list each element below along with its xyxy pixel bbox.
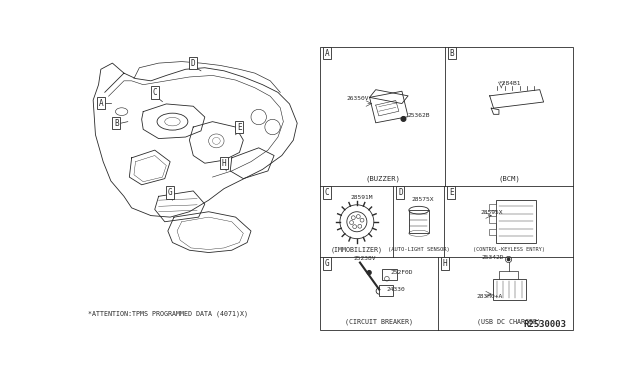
Text: B: B (450, 49, 454, 58)
Text: D: D (398, 188, 403, 197)
Text: (CONTROL-KEYLESS ENTRY): (CONTROL-KEYLESS ENTRY) (472, 247, 545, 252)
Bar (380, 285, 393, 296)
Bar (488, 217, 496, 222)
Text: C: C (325, 188, 330, 197)
Text: (CIRCUIT BREAKER): (CIRCUIT BREAKER) (345, 318, 413, 325)
Text: G: G (168, 188, 172, 197)
Text: (AUTO-LIGHT SENSOR): (AUTO-LIGHT SENSOR) (388, 247, 450, 252)
Text: D: D (191, 59, 196, 68)
Polygon shape (369, 90, 408, 103)
Text: G: G (325, 259, 330, 268)
Text: B: B (114, 119, 118, 128)
Text: *ATTENTION:TPMS PROGRAMMED DATA (4071)X): *ATTENTION:TPMS PROGRAMMED DATA (4071)X) (88, 311, 248, 317)
Bar (488, 229, 496, 235)
Text: E: E (237, 122, 242, 132)
Text: A: A (99, 99, 103, 108)
Text: (BCM): (BCM) (498, 175, 520, 182)
Bar (493, 279, 525, 300)
Text: H: H (443, 259, 447, 268)
Text: R2530003: R2530003 (524, 320, 566, 330)
Circle shape (401, 117, 406, 121)
Text: 25238V: 25238V (354, 256, 376, 261)
Text: (USB DC CHARGER): (USB DC CHARGER) (477, 318, 541, 325)
Bar (488, 204, 496, 210)
Text: A: A (325, 49, 330, 58)
Text: C: C (152, 88, 157, 97)
Circle shape (367, 271, 371, 275)
Bar (409, 210, 429, 233)
Text: E: E (449, 188, 454, 197)
Circle shape (508, 258, 509, 261)
Bar (496, 200, 536, 243)
Text: *284B1: *284B1 (499, 81, 522, 86)
Text: 24330: 24330 (386, 287, 405, 292)
Text: 26350V: 26350V (346, 96, 369, 102)
Text: (IMMOBILIZER): (IMMOBILIZER) (331, 246, 383, 253)
Text: 28575X: 28575X (411, 197, 434, 202)
Text: 25342D: 25342D (482, 255, 504, 260)
Text: 28595X: 28595X (481, 210, 503, 215)
Text: 283H0+A: 283H0+A (476, 294, 502, 299)
Text: H: H (221, 159, 227, 168)
Bar (499, 271, 518, 279)
Bar (381, 269, 397, 280)
FancyBboxPatch shape (320, 47, 573, 330)
Text: 28591M: 28591M (351, 195, 373, 201)
Text: 252F0D: 252F0D (391, 270, 413, 275)
Text: (BUZZER): (BUZZER) (365, 175, 400, 182)
Text: 25362B: 25362B (407, 113, 430, 118)
